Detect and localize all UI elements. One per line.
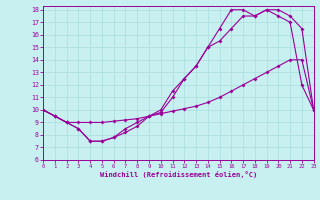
X-axis label: Windchill (Refroidissement éolien,°C): Windchill (Refroidissement éolien,°C): [100, 171, 257, 178]
